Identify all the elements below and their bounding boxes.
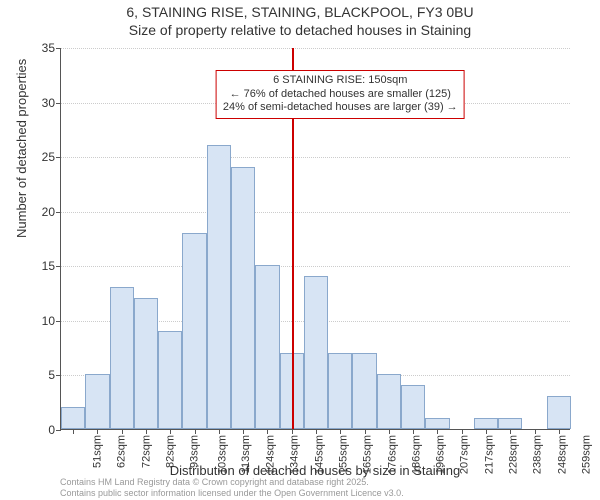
title-line-1: 6, STAINING RISE, STAINING, BLACKPOOL, F… — [0, 4, 600, 22]
x-tick-mark — [413, 429, 414, 434]
x-tick-mark — [389, 429, 390, 434]
y-gridline — [61, 212, 570, 213]
annotation-line: 6 STAINING RISE: 150sqm — [223, 74, 458, 88]
x-tick-mark — [146, 429, 147, 434]
x-tick-mark — [195, 429, 196, 434]
chart-title: 6, STAINING RISE, STAINING, BLACKPOOL, F… — [0, 4, 600, 39]
annotation-line: ← 76% of detached houses are smaller (12… — [223, 88, 458, 102]
x-tick-label: 259sqm — [578, 435, 592, 474]
plot-area: 0510152025303551sqm62sqm72sqm82sqm93sqm1… — [60, 48, 570, 430]
x-tick-mark — [486, 429, 487, 434]
bar — [231, 167, 255, 429]
y-gridline — [61, 48, 570, 49]
x-tick-mark — [122, 429, 123, 434]
x-tick-mark — [267, 429, 268, 434]
x-tick-mark — [170, 429, 171, 434]
bar — [61, 407, 85, 429]
bar — [134, 298, 158, 429]
bar — [158, 331, 182, 429]
footer-note: Contains HM Land Registry data © Crown c… — [60, 477, 404, 498]
bar — [425, 418, 449, 429]
bar — [401, 385, 425, 429]
bar — [547, 396, 571, 429]
bar — [255, 265, 279, 429]
bar — [182, 233, 206, 429]
bar — [474, 418, 498, 429]
y-tick-label: 10 — [42, 314, 61, 328]
bar — [304, 276, 328, 429]
bar — [85, 374, 109, 429]
y-gridline — [61, 157, 570, 158]
y-tick-label: 25 — [42, 150, 61, 164]
x-axis-label: Distribution of detached houses by size … — [60, 463, 570, 478]
x-tick-mark — [97, 429, 98, 434]
bar — [328, 353, 352, 429]
x-tick-mark — [292, 429, 293, 434]
y-gridline — [61, 266, 570, 267]
x-tick-mark — [535, 429, 536, 434]
y-tick-label: 30 — [42, 96, 61, 110]
y-tick-label: 15 — [42, 259, 61, 273]
y-tick-label: 0 — [48, 423, 61, 437]
chart-container: 6, STAINING RISE, STAINING, BLACKPOOL, F… — [0, 0, 600, 500]
x-tick-mark — [243, 429, 244, 434]
y-tick-label: 20 — [42, 205, 61, 219]
x-tick-mark — [340, 429, 341, 434]
footer-line-1: Contains HM Land Registry data © Crown c… — [60, 477, 404, 487]
bar — [352, 353, 376, 429]
x-tick-mark — [510, 429, 511, 434]
footer-line-2: Contains public sector information licen… — [60, 488, 404, 498]
bar — [377, 374, 401, 429]
x-tick-mark — [437, 429, 438, 434]
x-tick-mark — [73, 429, 74, 434]
y-axis-label: Number of detached properties — [14, 59, 29, 238]
x-tick-mark — [316, 429, 317, 434]
annotation-box: 6 STAINING RISE: 150sqm← 76% of detached… — [216, 70, 465, 119]
bar — [498, 418, 522, 429]
x-tick-mark — [462, 429, 463, 434]
x-tick-mark — [365, 429, 366, 434]
title-line-2: Size of property relative to detached ho… — [0, 22, 600, 40]
y-tick-label: 35 — [42, 41, 61, 55]
annotation-line: 24% of semi-detached houses are larger (… — [223, 101, 458, 115]
bar — [207, 145, 231, 429]
x-tick-mark — [219, 429, 220, 434]
y-tick-label: 5 — [48, 368, 61, 382]
bar — [110, 287, 134, 429]
x-tick-mark — [559, 429, 560, 434]
